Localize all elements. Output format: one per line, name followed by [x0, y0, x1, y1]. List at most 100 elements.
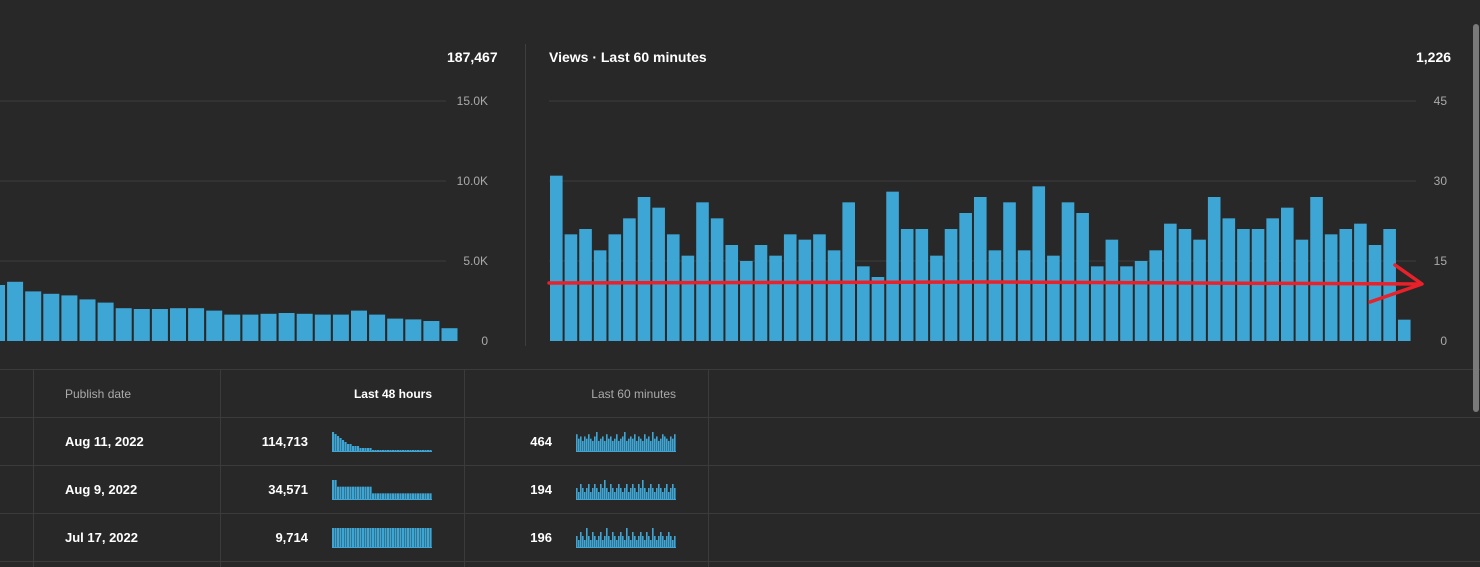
chart-bar[interactable] [133, 309, 150, 341]
column-header-last-60-minutes[interactable]: Last 60 minutes [591, 387, 676, 401]
chart-bar[interactable] [1222, 218, 1236, 341]
chart-bar[interactable] [61, 295, 78, 341]
chart-bar[interactable] [930, 255, 943, 341]
chart-bar[interactable] [332, 314, 349, 341]
chart-bar[interactable] [973, 197, 987, 341]
chart-bar[interactable] [842, 202, 855, 341]
chart-bar[interactable] [550, 175, 563, 341]
chart-bar[interactable] [959, 213, 972, 341]
sparkline-bar [648, 436, 650, 452]
chart-bar[interactable] [79, 299, 96, 341]
sparkline-bar [636, 492, 638, 500]
chart-bar[interactable] [97, 302, 114, 341]
chart-bar[interactable] [813, 234, 826, 341]
chart-bar[interactable] [988, 250, 1002, 341]
chart-bar[interactable] [1061, 202, 1075, 341]
chart-bar[interactable] [1047, 255, 1060, 341]
chart-bar[interactable] [754, 245, 768, 341]
chart-bar[interactable] [43, 293, 60, 341]
chart-bar[interactable] [1310, 197, 1323, 341]
chart-bar[interactable] [740, 261, 753, 341]
chart-bar[interactable] [7, 281, 24, 341]
sparkline-bar [602, 540, 604, 548]
chart-bar[interactable] [608, 234, 622, 341]
chart-bar[interactable] [369, 314, 386, 341]
chart-bar[interactable] [170, 308, 186, 341]
chart-bar[interactable] [441, 328, 458, 341]
table-row-views-48h: 9,714 [275, 530, 308, 545]
chart-bar[interactable] [900, 229, 914, 341]
sparkline-bar [384, 528, 387, 548]
chart-bar[interactable] [798, 239, 812, 341]
chart-bar[interactable] [593, 250, 607, 341]
sparkline-bar [610, 484, 612, 500]
annotation-arrowhead [1368, 263, 1424, 304]
chart-bar[interactable] [1017, 250, 1031, 341]
chart-bar[interactable] [579, 229, 592, 341]
chart-bar[interactable] [725, 245, 739, 341]
chart-bar[interactable] [1149, 250, 1163, 341]
chart-bar[interactable] [666, 234, 680, 341]
sparkline-bar [382, 528, 385, 548]
chart-bar[interactable] [242, 314, 259, 341]
chart-bar[interactable] [206, 310, 223, 341]
chart-bar[interactable] [351, 310, 367, 341]
chart-bar[interactable] [1105, 239, 1119, 341]
page-scrollbar[interactable] [1473, 24, 1479, 412]
chart-bar[interactable] [1120, 266, 1133, 341]
column-header-last-48-hours[interactable]: Last 48 hours [353, 387, 432, 401]
sparkline-bar [666, 536, 668, 548]
chart-bar[interactable] [314, 314, 331, 341]
chart-bar[interactable] [1134, 261, 1148, 341]
chart-bar[interactable] [387, 318, 404, 341]
chart-bar[interactable] [783, 234, 797, 341]
chart-bar[interactable] [405, 319, 422, 341]
chart-bar[interactable] [696, 202, 709, 341]
chart-bar[interactable] [857, 266, 870, 341]
chart-bar[interactable] [710, 218, 724, 341]
chart-bar[interactable] [769, 255, 782, 341]
chart-bar[interactable] [564, 234, 578, 341]
column-header-publish-date[interactable]: Publish date [65, 387, 132, 401]
chart-bar[interactable] [1090, 266, 1104, 341]
chart-bar[interactable] [944, 229, 958, 341]
chart-bar[interactable] [1295, 239, 1309, 341]
chart-bar[interactable] [25, 291, 42, 341]
chart-bar[interactable] [224, 314, 241, 341]
chart-bar[interactable] [1032, 186, 1046, 341]
chart-bar[interactable] [1003, 202, 1016, 341]
chart-bar[interactable] [260, 313, 277, 341]
chart-bar[interactable] [915, 229, 929, 341]
column-divider [464, 369, 465, 567]
chart-bar[interactable] [1178, 229, 1192, 341]
chart-bar[interactable] [115, 308, 132, 341]
chart-bar[interactable] [652, 207, 665, 341]
chart-bar[interactable] [827, 250, 841, 341]
chart-bar[interactable] [871, 277, 885, 341]
chart-bar[interactable] [681, 255, 695, 341]
chart-bar[interactable] [1368, 245, 1382, 341]
column-divider [220, 369, 221, 567]
chart-bar[interactable] [1193, 239, 1206, 341]
chart-bar[interactable] [188, 308, 205, 341]
chart-bar[interactable] [423, 321, 440, 341]
chart-bar[interactable] [1237, 229, 1250, 341]
chart-bar[interactable] [1207, 197, 1221, 341]
chart-bar[interactable] [296, 313, 313, 341]
chart-bar[interactable] [1324, 234, 1338, 341]
chart-bar[interactable] [1397, 319, 1411, 341]
chart-bar[interactable] [886, 191, 899, 341]
chart-bar[interactable] [1266, 218, 1279, 341]
chart-bar[interactable] [0, 285, 5, 341]
sparkline-bar [614, 438, 616, 452]
sparkline-bar [387, 528, 390, 548]
chart-bar[interactable] [1076, 213, 1089, 341]
chart-bar[interactable] [637, 197, 651, 341]
chart-bar[interactable] [278, 313, 295, 341]
chart-bar[interactable] [623, 218, 636, 341]
sparkline-bar [417, 528, 420, 548]
sparkline-bar [672, 438, 674, 452]
chart-bar[interactable] [151, 309, 168, 341]
chart-bar[interactable] [1281, 207, 1294, 341]
sparkline-bar [656, 436, 658, 452]
